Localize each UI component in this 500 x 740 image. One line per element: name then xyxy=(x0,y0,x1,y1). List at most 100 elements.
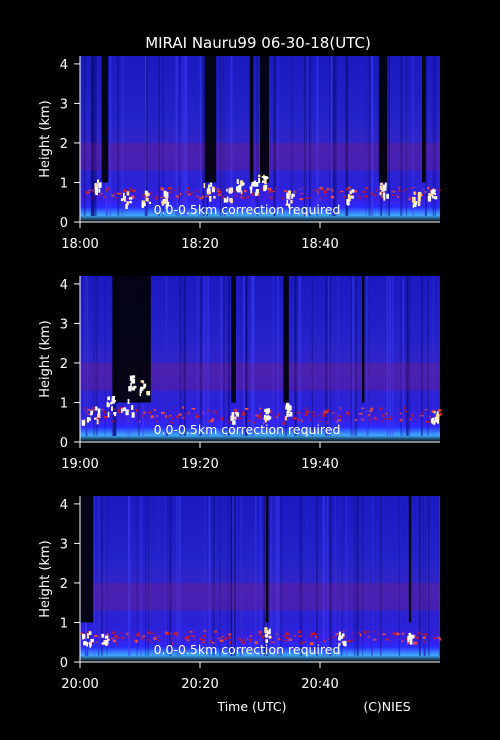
boundary-layer-speck xyxy=(330,195,335,199)
signal-streak xyxy=(94,56,97,216)
cloud-return xyxy=(412,636,415,639)
boundary-layer-speck xyxy=(323,190,327,194)
boundary-layer-speck xyxy=(156,635,158,637)
signal-streak xyxy=(165,496,166,656)
signal-streak xyxy=(386,276,389,436)
boundary-layer-speck xyxy=(187,186,189,190)
boundary-layer-speck xyxy=(143,193,147,196)
cloud-return xyxy=(234,416,237,420)
cloud-return xyxy=(341,633,345,637)
boundary-layer-speck xyxy=(309,419,312,422)
y-tick-label: 1 xyxy=(60,396,68,411)
boundary-layer-speck xyxy=(171,641,174,645)
cloud-return xyxy=(285,415,287,421)
boundary-layer-speck xyxy=(157,639,160,642)
y-tick-label: 3 xyxy=(60,317,68,332)
boundary-layer-speck xyxy=(233,409,237,411)
boundary-layer-speck xyxy=(334,417,336,420)
boundary-layer-speck xyxy=(405,188,408,190)
signal-streak xyxy=(272,276,274,436)
boundary-layer-speck xyxy=(115,196,118,199)
cloud-return xyxy=(382,192,386,197)
signal-streak xyxy=(316,496,318,656)
cloud-return xyxy=(148,201,152,205)
boundary-layer-speck xyxy=(169,415,172,417)
signal-streak xyxy=(212,496,215,656)
boundary-layer-speck xyxy=(413,187,416,189)
boundary-layer-speck xyxy=(152,632,156,634)
signal-streak xyxy=(183,56,186,216)
boundary-layer-speck xyxy=(215,410,217,414)
boundary-layer-speck xyxy=(195,417,198,419)
boundary-layer-speck xyxy=(175,195,179,198)
boundary-layer-speck xyxy=(129,187,132,191)
boundary-layer-speck xyxy=(421,633,426,635)
boundary-layer-speck xyxy=(427,186,430,190)
signal-streak xyxy=(224,56,226,216)
y-tick-label: 4 xyxy=(60,58,68,73)
boundary-layer-speck xyxy=(282,197,284,200)
boundary-layer-speck xyxy=(113,408,116,411)
cloud-return xyxy=(286,199,289,205)
boundary-layer-speck xyxy=(353,190,357,193)
boundary-layer-speck xyxy=(168,187,172,190)
signal-streak xyxy=(136,496,138,656)
signal-streak xyxy=(329,276,331,436)
boundary-layer-speck xyxy=(297,418,301,421)
cloud-return xyxy=(125,409,129,416)
boundary-layer-speck xyxy=(261,635,265,639)
boundary-layer-speck xyxy=(88,413,90,415)
cloud-return xyxy=(409,636,413,639)
boundary-layer-speck xyxy=(133,639,135,642)
signal-streak xyxy=(183,276,186,436)
boundary-layer-speck xyxy=(310,634,313,637)
cloud-return xyxy=(265,415,269,420)
boundary-layer-speck xyxy=(86,193,88,196)
boundary-layer-speck xyxy=(309,196,311,198)
boundary-layer-speck xyxy=(376,189,379,192)
signal-streak xyxy=(204,276,206,436)
cloud-return xyxy=(264,414,266,418)
signal-streak xyxy=(93,56,95,216)
boundary-layer-speck xyxy=(272,641,276,643)
boundary-layer-speck xyxy=(95,416,99,420)
y-tick-label: 0 xyxy=(60,216,68,231)
boundary-layer-speck xyxy=(138,420,141,423)
boundary-layer-speck xyxy=(381,195,384,199)
boundary-layer-speck xyxy=(404,189,406,192)
boundary-layer-speck xyxy=(294,635,296,637)
boundary-layer-speck xyxy=(153,636,157,639)
cloud-return xyxy=(132,379,136,384)
cloud-return xyxy=(249,186,253,190)
lidar-panel-1800: 0.0-0.5km correction required 0 1 2 3 4 18:00 1… xyxy=(38,56,442,252)
boundary-layer-speck xyxy=(189,631,193,633)
cloud-return xyxy=(338,631,341,638)
boundary-layer-speck xyxy=(220,417,223,421)
boundary-layer-speck xyxy=(409,186,412,189)
signal-streak xyxy=(270,496,273,656)
signal-streak xyxy=(425,56,427,216)
y-tick-label: 4 xyxy=(60,498,68,513)
boundary-layer-speck xyxy=(369,419,371,421)
boundary-layer-speck xyxy=(340,191,344,193)
correction-note: 0.0-0.5km correction required xyxy=(154,422,341,437)
boundary-layer-speck xyxy=(110,637,114,640)
boundary-layer-speck xyxy=(362,190,366,193)
cloud-return xyxy=(288,414,291,417)
signal-streak xyxy=(101,496,103,656)
y-tick-label: 1 xyxy=(60,616,68,631)
boundary-layer-speck xyxy=(203,630,207,632)
boundary-layer-speck xyxy=(185,636,190,639)
signal-streak xyxy=(371,496,373,656)
boundary-layer-speck xyxy=(128,189,133,192)
cloud-return xyxy=(291,193,295,197)
cloud-return xyxy=(414,201,417,205)
cloud-return xyxy=(436,418,439,424)
boundary-layer-speck xyxy=(95,641,98,643)
boundary-layer-speck xyxy=(190,635,194,638)
signal-streak xyxy=(277,276,279,436)
cloud-return xyxy=(262,180,265,183)
boundary-layer-speck xyxy=(155,415,159,417)
signal-streak xyxy=(252,276,255,436)
boundary-layer-speck xyxy=(284,190,287,192)
